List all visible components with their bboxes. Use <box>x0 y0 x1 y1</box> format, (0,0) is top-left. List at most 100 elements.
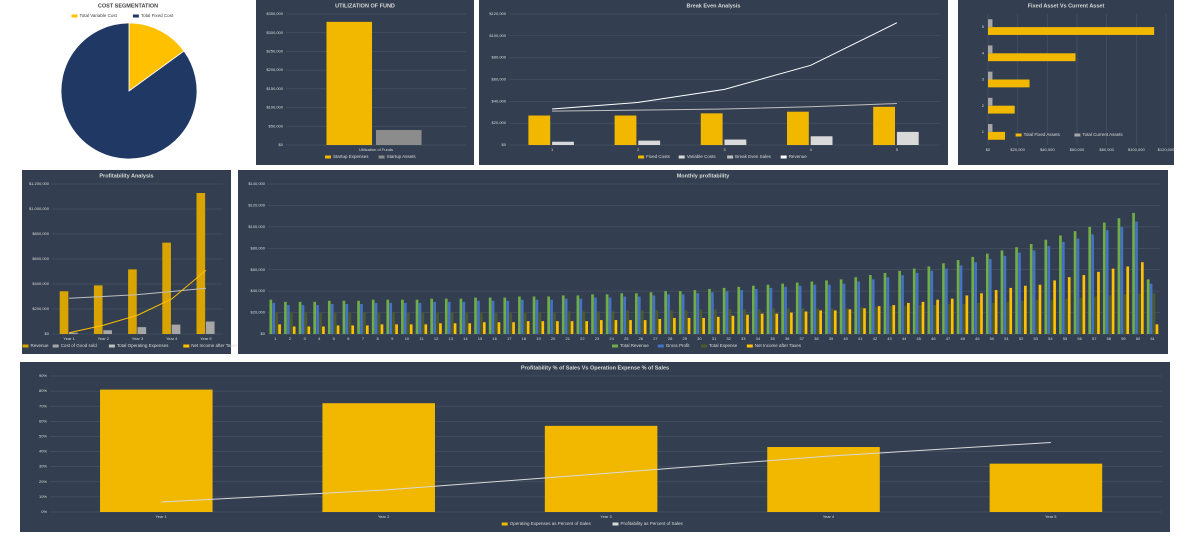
bar <box>988 259 992 334</box>
x-tick-label: $100,000 <box>1128 147 1145 152</box>
bar <box>1146 279 1150 334</box>
legend-swatch <box>746 344 753 348</box>
x-tick-label: 35 <box>770 336 775 341</box>
x-tick-label: 48 <box>960 336 965 341</box>
x-tick-label: Utilization of Funds <box>359 147 393 152</box>
x-tick-label: Year 1 <box>155 514 167 519</box>
bar <box>477 300 480 334</box>
pie-slice <box>128 22 185 92</box>
bar <box>731 315 735 334</box>
bar <box>912 268 916 334</box>
bar <box>538 312 542 334</box>
x-tick-label: 61 <box>1150 336 1155 341</box>
bar <box>971 256 975 334</box>
bar <box>883 272 887 334</box>
bar <box>376 130 422 145</box>
legend-swatch <box>22 344 29 348</box>
bar <box>724 139 747 145</box>
bar <box>786 111 809 145</box>
legend-swatch <box>1015 133 1022 137</box>
bar <box>1038 284 1042 334</box>
bar <box>988 124 993 132</box>
x-tick-label: $120,000 <box>1158 147 1175 152</box>
bar <box>421 312 425 334</box>
bar <box>649 292 653 334</box>
bar <box>728 309 732 334</box>
bar <box>415 299 419 334</box>
bar <box>678 291 682 334</box>
bar <box>988 105 1015 114</box>
bar <box>965 295 969 334</box>
bar <box>1059 235 1062 334</box>
y-tick-label: $1,200,000 <box>29 181 50 186</box>
legend-label: Break Even Sales <box>735 154 772 159</box>
legend-label: Net Income after Taxes <box>191 343 238 348</box>
bar <box>599 320 603 334</box>
bar <box>424 324 428 334</box>
legend-label: Revenue <box>789 154 808 159</box>
bar <box>377 312 381 334</box>
x-tick-label: 5 <box>333 336 336 341</box>
chart-title: Profitability % of Sales Vs Operation Ex… <box>521 365 669 371</box>
bar <box>918 305 922 334</box>
x-tick-label: 50 <box>990 336 995 341</box>
bar <box>196 193 206 334</box>
x-tick-label: 4 <box>318 336 321 341</box>
bar <box>93 285 103 334</box>
y-tick-label: 10% <box>39 494 47 499</box>
bar <box>579 298 583 334</box>
legend-label: Startup Assets <box>387 154 417 159</box>
x-tick-label: $40,000 <box>1040 147 1055 152</box>
legend-swatch <box>780 155 787 159</box>
y-tick-label: $400,000 <box>32 281 49 286</box>
bar <box>988 53 1076 62</box>
bar <box>962 304 966 334</box>
legend-swatch <box>1074 133 1081 137</box>
bar <box>640 310 644 334</box>
bar <box>816 308 820 334</box>
bar <box>988 45 993 54</box>
y-tick-label: $1,000,000 <box>29 206 50 211</box>
x-tick-label: 20 <box>551 336 556 341</box>
x-tick-label: 17 <box>507 336 512 341</box>
legend-label: Total Expense <box>709 343 738 348</box>
bar <box>886 277 890 334</box>
y-tick-label: 50% <box>39 434 47 439</box>
bar <box>1047 246 1051 334</box>
bar <box>345 304 349 334</box>
y-tick-label: 1 <box>982 129 985 134</box>
legend-swatch <box>52 344 59 348</box>
bar <box>532 296 536 334</box>
x-tick-label: 22 <box>580 336 585 341</box>
bar <box>740 290 744 334</box>
bar <box>673 317 676 334</box>
bar <box>406 312 410 334</box>
bar <box>316 305 319 334</box>
bar <box>491 300 495 334</box>
y-tick-label: 20% <box>39 479 47 484</box>
bar <box>933 305 937 334</box>
bar <box>681 294 685 334</box>
x-tick-label: 1 <box>274 336 277 341</box>
x-tick-label: 54 <box>1048 336 1053 341</box>
bar <box>465 312 469 334</box>
bar <box>828 284 831 334</box>
bar <box>1155 324 1159 334</box>
y-tick-label: $60,000 <box>251 267 266 272</box>
bar <box>1140 262 1144 334</box>
bar <box>813 284 817 334</box>
x-tick-label: 33 <box>741 336 746 341</box>
bar <box>637 296 641 334</box>
x-tick-label: 37 <box>800 336 805 341</box>
bar <box>497 322 501 334</box>
bar <box>991 302 995 334</box>
x-tick-label: Year 3 <box>600 514 612 519</box>
legend-label: Total Variable Cost <box>80 13 118 18</box>
bar <box>988 131 1006 140</box>
bar <box>915 272 919 334</box>
bar <box>977 302 980 334</box>
x-tick-label: 44 <box>902 336 907 341</box>
bar <box>1024 285 1027 334</box>
x-tick-label: Year 4 <box>823 514 835 519</box>
bar <box>687 317 691 334</box>
